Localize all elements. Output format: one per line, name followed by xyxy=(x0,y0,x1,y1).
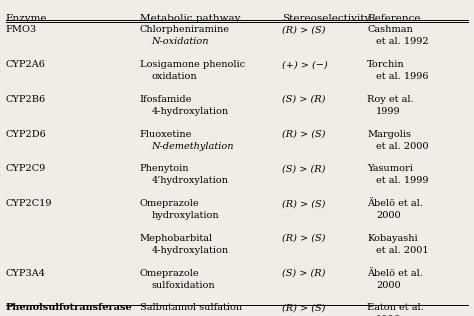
Text: 4-hydroxylation: 4-hydroxylation xyxy=(152,107,229,116)
Text: Torchin: Torchin xyxy=(367,60,405,69)
Text: CYP2A6: CYP2A6 xyxy=(6,60,46,69)
Text: Phenolsulfotransferase: Phenolsulfotransferase xyxy=(6,303,132,312)
Text: Margolis: Margolis xyxy=(367,130,411,138)
Text: Phenytoin: Phenytoin xyxy=(140,164,189,173)
Text: 4-hydroxylation: 4-hydroxylation xyxy=(152,246,229,255)
Text: Salbutamol sulfation: Salbutamol sulfation xyxy=(140,303,242,312)
Text: (R) > (S): (R) > (S) xyxy=(282,303,326,312)
Text: Eaton et al.: Eaton et al. xyxy=(367,303,424,312)
Text: et al. 2000: et al. 2000 xyxy=(376,142,428,150)
Text: et al. 1996: et al. 1996 xyxy=(376,72,428,81)
Text: Losigamone phenolic: Losigamone phenolic xyxy=(140,60,245,69)
Text: sulfoxidation: sulfoxidation xyxy=(152,281,215,289)
Text: FMO3: FMO3 xyxy=(6,25,37,34)
Text: Cashman: Cashman xyxy=(367,25,413,34)
Text: CYP2C9: CYP2C9 xyxy=(6,164,46,173)
Text: Enzyme: Enzyme xyxy=(6,14,47,23)
Text: Reference: Reference xyxy=(367,14,421,23)
Text: CYP2C19: CYP2C19 xyxy=(6,199,52,208)
Text: CYP3A4: CYP3A4 xyxy=(6,269,46,277)
Text: et al. 1999: et al. 1999 xyxy=(376,176,428,185)
Text: (S) > (R): (S) > (R) xyxy=(282,95,326,104)
Text: Yasumori: Yasumori xyxy=(367,164,413,173)
Text: oxidation: oxidation xyxy=(152,72,197,81)
Text: (R) > (S): (R) > (S) xyxy=(282,199,326,208)
Text: Mephobarbital: Mephobarbital xyxy=(140,234,213,243)
Text: Äbelö et al.: Äbelö et al. xyxy=(367,269,423,277)
Text: (S) > (R): (S) > (R) xyxy=(282,269,326,277)
Text: N-demethylation: N-demethylation xyxy=(152,142,234,150)
Text: (S) > (R): (S) > (R) xyxy=(282,164,326,173)
Text: et al. 1992: et al. 1992 xyxy=(376,37,428,46)
Text: N-oxidation: N-oxidation xyxy=(152,37,209,46)
Text: 4’hydroxylation: 4’hydroxylation xyxy=(152,176,228,185)
Text: hydroxylation: hydroxylation xyxy=(152,211,219,220)
Text: Omeprazole: Omeprazole xyxy=(140,199,200,208)
Text: (+) > (−): (+) > (−) xyxy=(282,60,328,69)
Text: Stereoselectivity: Stereoselectivity xyxy=(282,14,370,23)
Text: Omeprazole: Omeprazole xyxy=(140,269,200,277)
Text: (R) > (S): (R) > (S) xyxy=(282,234,326,243)
Text: (R) > (S): (R) > (S) xyxy=(282,25,326,34)
Text: Äbelö et al.: Äbelö et al. xyxy=(367,199,423,208)
Text: 2000: 2000 xyxy=(376,281,401,289)
Text: Chlorpheniramine: Chlorpheniramine xyxy=(140,25,230,34)
Text: Metabolic pathway: Metabolic pathway xyxy=(140,14,240,23)
Text: CYP2D6: CYP2D6 xyxy=(6,130,46,138)
Text: (R) > (S): (R) > (S) xyxy=(282,130,326,138)
Text: Roy et al.: Roy et al. xyxy=(367,95,414,104)
Text: Kobayashi: Kobayashi xyxy=(367,234,418,243)
Text: Fluoxetine: Fluoxetine xyxy=(140,130,192,138)
Text: 1996: 1996 xyxy=(376,315,401,316)
Text: CYP2B6: CYP2B6 xyxy=(6,95,46,104)
Text: 1999: 1999 xyxy=(376,107,401,116)
Text: et al. 2001: et al. 2001 xyxy=(376,246,428,255)
Text: 2000: 2000 xyxy=(376,211,401,220)
Text: Ifosfamide: Ifosfamide xyxy=(140,95,192,104)
